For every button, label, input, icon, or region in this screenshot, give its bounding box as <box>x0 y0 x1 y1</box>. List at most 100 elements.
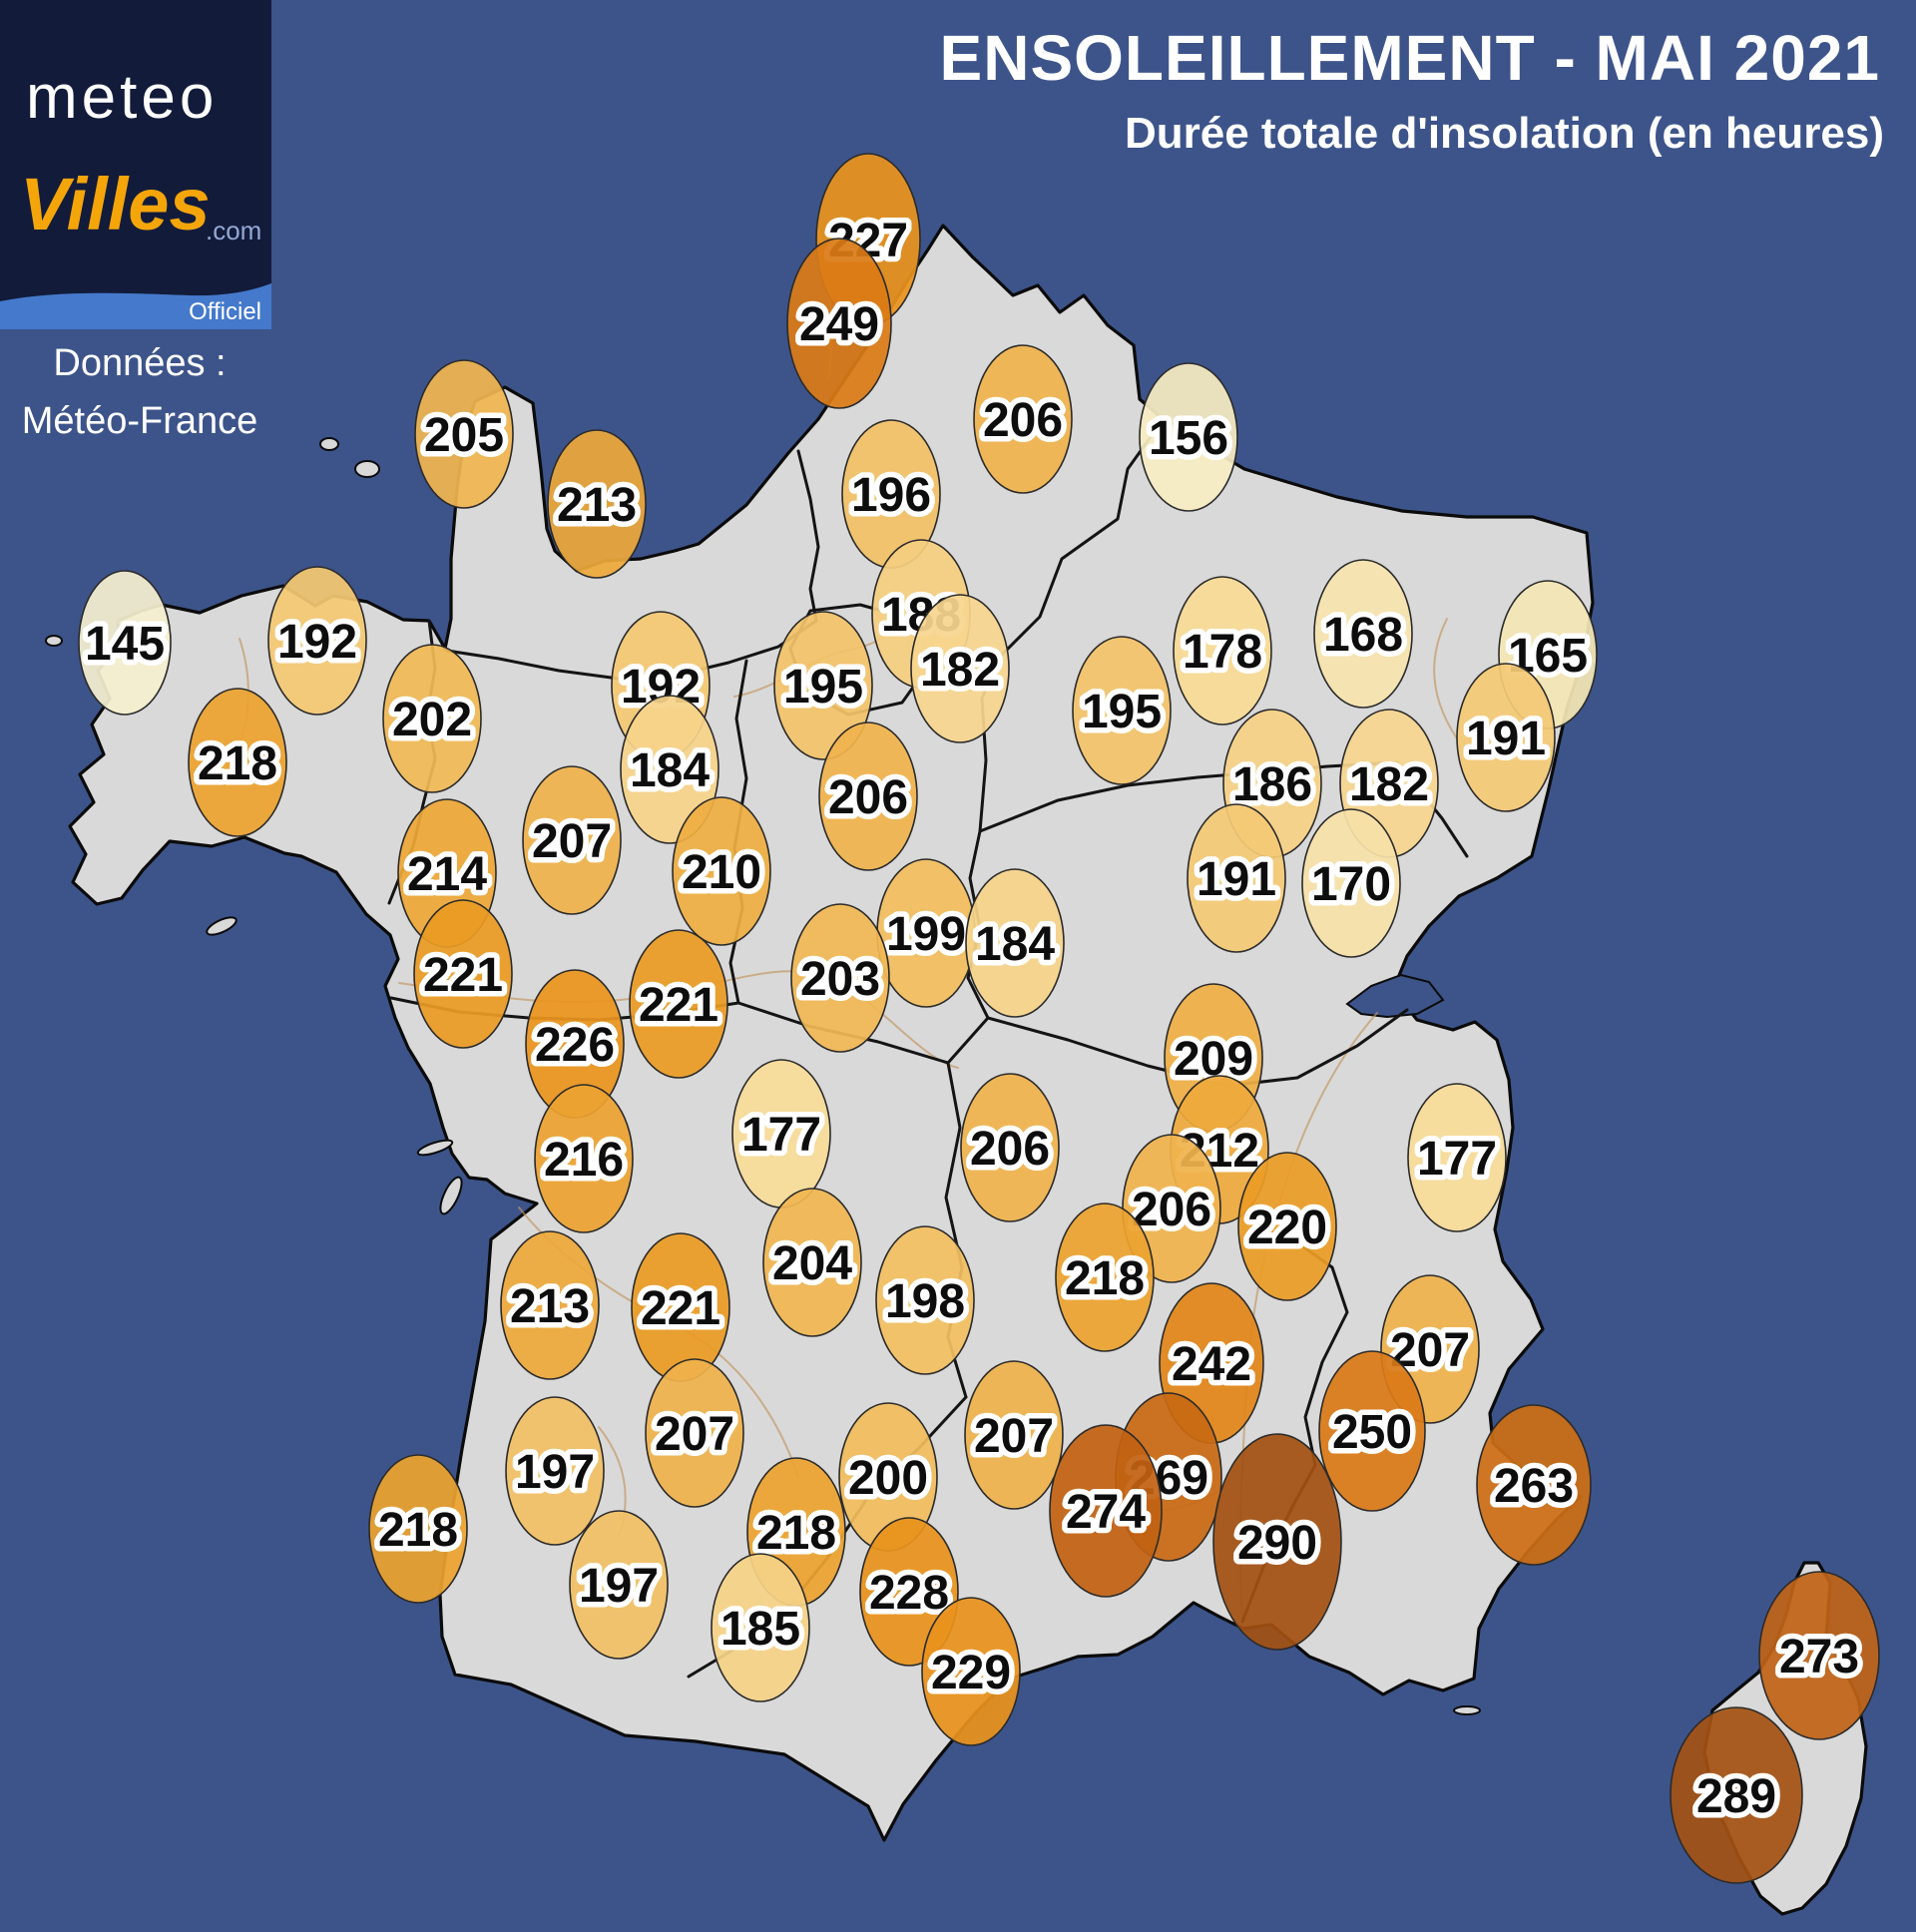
sunshine-marker: 204 <box>762 1188 862 1337</box>
sunshine-marker: 196 <box>841 419 941 569</box>
sunshine-marker-value: 206 <box>828 771 908 824</box>
sunshine-marker-value: 213 <box>510 1280 590 1333</box>
sunshine-marker-value: 198 <box>885 1275 965 1328</box>
sunshine-marker: 226 <box>525 969 625 1119</box>
meteovilles-logo[interactable]: meteo Villes .com Officiel <box>0 0 271 329</box>
sunshine-marker-value: 197 <box>579 1560 659 1613</box>
sunshine-marker: 218 <box>368 1454 468 1604</box>
sunshine-marker-ellipse <box>1049 1424 1163 1598</box>
sunshine-marker-value: 273 <box>1779 1631 1859 1684</box>
sunshine-marker-ellipse <box>960 1073 1060 1222</box>
sunshine-marker-value: 168 <box>1323 609 1403 662</box>
sunshine-marker-value: 177 <box>1417 1133 1497 1186</box>
sunshine-marker-value: 207 <box>655 1408 734 1461</box>
sunshine-marker-ellipse <box>414 359 514 509</box>
sunshine-marker-ellipse <box>711 1553 810 1702</box>
sunshine-marker-value: 178 <box>1183 626 1262 679</box>
sunshine-marker-value: 220 <box>1247 1202 1327 1254</box>
sunshine-marker-value: 207 <box>974 1410 1054 1463</box>
sunshine-marker-value: 206 <box>970 1123 1050 1176</box>
sunshine-marker: 207 <box>522 765 622 915</box>
sunshine-marker: 191 <box>1187 803 1286 953</box>
sunshine-marker-value: 207 <box>1390 1324 1470 1377</box>
coastal-islands <box>45 437 1481 1715</box>
sunshine-marker-ellipse <box>547 429 647 579</box>
sunshine-marker-value: 221 <box>639 979 718 1032</box>
sunshine-marker-ellipse <box>1301 808 1401 958</box>
sunshine-marker: 156 <box>1139 362 1238 512</box>
sunshine-marker-value: 196 <box>851 469 931 522</box>
sunshine-marker-value: 202 <box>392 694 472 746</box>
sunshine-marker-value: 182 <box>920 644 1000 697</box>
sunshine-marker-value: 205 <box>424 409 504 462</box>
sunshine-marker-ellipse <box>629 929 728 1079</box>
sunshine-marker-ellipse <box>1237 1152 1337 1301</box>
sunshine-marker-value: 210 <box>682 846 761 899</box>
sunshine-marker-ellipse <box>1187 803 1286 953</box>
sunshine-marker-value: 274 <box>1066 1486 1146 1539</box>
sunshine-marker-ellipse <box>1173 576 1272 725</box>
map-title: ENSOLEILLEMENT - MAI 2021 <box>940 22 1880 94</box>
sunshine-marker: 263 <box>1476 1404 1592 1566</box>
sunshine-marker: 170 <box>1301 808 1401 958</box>
sunshine-marker: 202 <box>382 644 482 793</box>
sunshine-marker-value: 191 <box>1197 853 1276 906</box>
sunshine-marker: 145 <box>78 570 172 716</box>
sunshine-marker: 184 <box>620 695 719 844</box>
title-block: ENSOLEILLEMENT - MAI 2021 Durée totale d… <box>940 22 1884 158</box>
sunshine-marker-value: 226 <box>535 1019 615 1072</box>
sunshine-marker: 177 <box>731 1059 831 1208</box>
sunshine-marker-value: 199 <box>886 908 966 961</box>
sunshine-marker: 218 <box>188 688 287 837</box>
sunshine-marker-ellipse <box>964 1360 1064 1510</box>
sunshine-marker-value: 221 <box>641 1282 720 1335</box>
sunshine-marker: 168 <box>1313 559 1413 709</box>
sunshine-marker: 207 <box>645 1358 744 1508</box>
sunshine-marker-value: 184 <box>630 744 710 797</box>
sunshine-marker: 221 <box>413 899 513 1049</box>
sunshine-marker: 221 <box>631 1232 730 1382</box>
sunshine-marker-ellipse <box>1055 1203 1155 1352</box>
sunshine-marker-ellipse <box>672 796 771 946</box>
sunshine-marker-ellipse <box>921 1597 1021 1746</box>
sunshine-marker-value: 229 <box>931 1647 1011 1699</box>
data-source: Données : Météo-France <box>22 342 258 442</box>
sunshine-marker: 210 <box>672 796 771 946</box>
sunshine-marker-ellipse <box>790 903 890 1053</box>
sunshine-marker: 185 <box>711 1553 810 1702</box>
sunshine-marker: 207 <box>964 1360 1064 1510</box>
sunshine-marker-ellipse <box>522 765 622 915</box>
sunshine-marker-ellipse <box>773 611 873 760</box>
sunshine-marker-value: 249 <box>799 298 879 351</box>
sunshine-marker: 178 <box>1173 576 1272 725</box>
sunshine-marker: 195 <box>1072 636 1172 785</box>
sunshine-marker-ellipse <box>188 688 287 837</box>
sunshine-marker-ellipse <box>534 1084 634 1233</box>
map-subtitle: Durée totale d'insolation (en heures) <box>1125 109 1884 158</box>
sunshine-marker-value: 197 <box>515 1446 595 1499</box>
logo-word-villes: Villes <box>20 163 211 245</box>
sunshine-marker: 182 <box>910 594 1010 743</box>
sunshine-marker-value: 200 <box>848 1452 928 1505</box>
source-line-2: Météo-France <box>22 400 258 442</box>
sunshine-marker-value: 195 <box>783 661 863 714</box>
sunshine-marker-value: 218 <box>378 1504 458 1557</box>
sunshine-marker: 273 <box>1758 1571 1880 1740</box>
sunshine-marker: 289 <box>1670 1706 1803 1884</box>
sunshine-marker-value: 184 <box>975 918 1055 971</box>
sunshine-marker-value: 221 <box>423 949 503 1002</box>
sunshine-marker: 203 <box>790 903 890 1053</box>
sunshine-marker: 250 <box>1318 1350 1426 1512</box>
sunshine-marker: 213 <box>500 1230 600 1380</box>
sunshine-marker-value: 290 <box>1237 1517 1317 1570</box>
sunshine-marker-value: 207 <box>532 815 612 868</box>
sunshine-marker-value: 218 <box>756 1507 836 1560</box>
source-line-1: Données : <box>53 342 226 384</box>
sunshine-marker-ellipse <box>1318 1350 1426 1512</box>
logo-suffix-com: .com <box>206 216 261 245</box>
sunshine-marker-value: 185 <box>720 1603 800 1656</box>
sunshine-marker: 249 <box>786 238 892 409</box>
